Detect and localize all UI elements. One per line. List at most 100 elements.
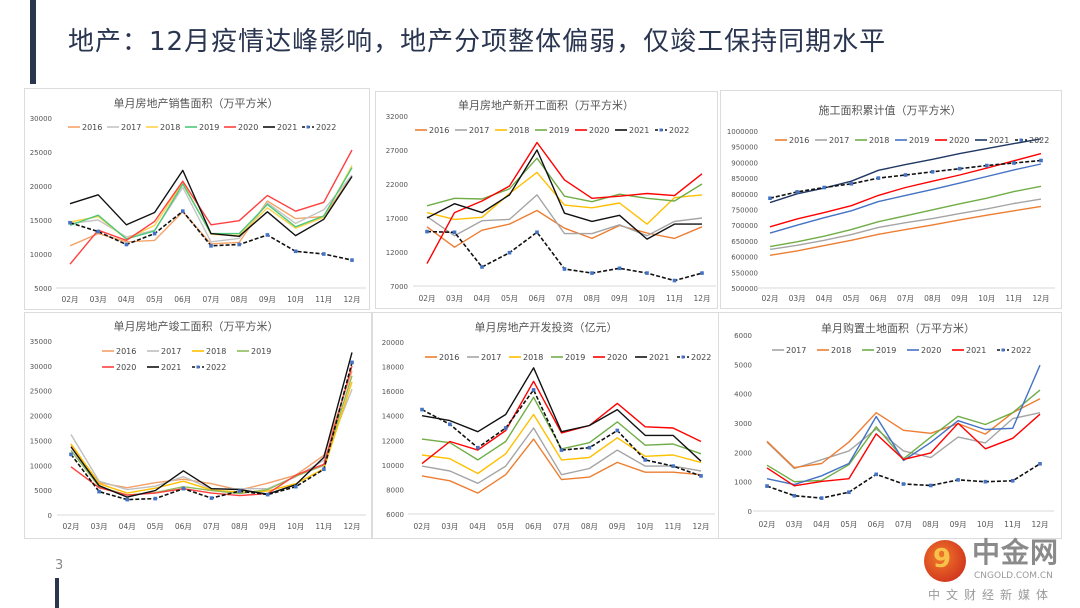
- x-tick-label: 10月: [637, 522, 654, 531]
- x-tick-label: 11月: [315, 295, 332, 304]
- x-tick-label: 07月: [895, 520, 912, 529]
- x-tick-label: 08月: [231, 522, 248, 531]
- legend-label-2020: 2020: [949, 136, 969, 145]
- y-tick-label: 1000000: [727, 128, 758, 136]
- legend-marker-2022: [306, 125, 310, 129]
- series-line-2021: [421, 367, 702, 462]
- series-line-2016: [69, 175, 353, 247]
- x-tick-label: 04月: [813, 520, 830, 529]
- data-point-2022: [209, 496, 214, 500]
- data-point-2022: [265, 492, 270, 497]
- x-tick-label: 08月: [583, 294, 600, 303]
- x-tick-label: 08月: [581, 522, 598, 531]
- data-point-2022: [822, 185, 826, 190]
- data-point-2022: [153, 496, 158, 501]
- legend-label-2020: 2020: [607, 353, 627, 362]
- series-line-2017: [766, 412, 1041, 470]
- x-tick-label: 04月: [469, 522, 486, 531]
- data-point-2022: [768, 196, 772, 200]
- legend-label-2018: 2018: [509, 126, 529, 135]
- legend-label-2018: 2018: [869, 136, 889, 145]
- y-tick-label: 600000: [731, 254, 758, 262]
- data-point-2022: [531, 388, 536, 392]
- series-line-2017: [69, 174, 353, 243]
- page-number: 3: [55, 558, 64, 573]
- series-line-2020: [426, 141, 703, 264]
- x-tick-label: 10月: [638, 294, 655, 303]
- y-tick-label: 15000: [30, 217, 52, 225]
- legend-label-2018: 2018: [160, 123, 180, 132]
- data-point-2022: [452, 230, 457, 235]
- data-point-2022: [929, 483, 933, 488]
- x-tick-label: 12月: [1032, 294, 1049, 303]
- y-tick-label: 4000: [734, 391, 752, 399]
- x-tick-label: 11月: [666, 294, 683, 303]
- data-point-2022: [645, 271, 649, 275]
- chart-title: 单月房地产开发投资（亿元）: [475, 320, 618, 334]
- x-tick-label: 12月: [692, 522, 709, 531]
- x-tick-label: 02月: [418, 294, 435, 303]
- x-tick-label: 10月: [287, 295, 304, 304]
- x-tick-label: 05月: [146, 295, 163, 304]
- chart-panel-under-construction: [720, 90, 1062, 309]
- cngold-logo: 9 中金网 CNGOLD.COM.CN 中文财经新媒体: [920, 538, 1080, 608]
- x-tick-label: 07月: [202, 295, 219, 304]
- chart-4: 单月房地产竣工面积（万平方米） 0 5000 10000 15000 20000 25000…: [30, 319, 366, 531]
- data-point-2022: [97, 489, 101, 494]
- x-tick-label: 09月: [259, 295, 276, 304]
- x-tick-label: 03月: [441, 522, 458, 531]
- y-tick-label: 27000: [386, 147, 408, 155]
- series-line-2021: [69, 169, 353, 238]
- data-point-2022: [1039, 158, 1043, 163]
- data-point-2022: [152, 231, 157, 236]
- chart-2: 单月房地产新开工面积（万平方米） 7000 12000 17000 22000 27000…: [386, 98, 716, 303]
- series-line-2019: [766, 389, 1041, 483]
- chart-title: 施工面积累计值（万平方米）: [819, 103, 962, 117]
- y-tick-label: 20000: [382, 339, 404, 347]
- y-tick-label: 500000: [731, 285, 758, 293]
- series-line-2020: [421, 380, 702, 465]
- y-tick-label: 6000: [386, 511, 404, 519]
- legend-label-2022: 2022: [206, 363, 226, 372]
- data-point-2022: [480, 265, 484, 269]
- data-point-2022: [765, 484, 769, 488]
- chart-5: 单月房地产开发投资（亿元） 6000 8000 10000 12000 14000 1600…: [382, 320, 715, 531]
- data-point-2022: [293, 249, 298, 254]
- data-point-2022: [265, 233, 270, 237]
- series-line-2017: [421, 427, 702, 484]
- x-tick-label: 05月: [501, 294, 518, 303]
- y-tick-label: 20000: [30, 413, 52, 421]
- data-point-2022: [876, 176, 881, 180]
- data-point-2022: [901, 482, 906, 486]
- data-point-2022: [1012, 161, 1016, 165]
- x-tick-label: 05月: [840, 520, 857, 529]
- legend-label-2019: 2019: [876, 346, 896, 355]
- x-tick-label: 05月: [497, 522, 514, 531]
- slide-title: 地产：12月疫情达峰影响，地产分项整体偏弱，仅竣工保持同期水平: [68, 27, 887, 57]
- data-point-2022: [956, 478, 960, 482]
- y-tick-label: 18000: [382, 364, 404, 372]
- data-point-2022: [69, 452, 73, 457]
- data-point-2022: [237, 242, 241, 247]
- legend-label-2016: 2016: [789, 136, 809, 145]
- data-point-2022: [96, 229, 100, 234]
- data-point-2022: [425, 229, 429, 234]
- x-tick-label: 06月: [868, 520, 885, 529]
- data-point-2022: [209, 244, 213, 248]
- data-point-2022: [322, 252, 326, 256]
- y-tick-label: 30000: [30, 363, 52, 371]
- x-tick-label: 09月: [951, 294, 968, 303]
- legend-label-2019: 2019: [565, 353, 585, 362]
- data-point-2022: [930, 170, 935, 174]
- data-point-2022: [420, 407, 424, 412]
- data-point-2022: [983, 479, 988, 484]
- y-tick-label: 16000: [382, 388, 404, 396]
- logo-subtitle: 中文财经新媒体: [928, 588, 1055, 602]
- series-line-2016: [70, 370, 353, 491]
- data-point-2022: [903, 173, 908, 177]
- x-tick-label: 09月: [259, 522, 276, 531]
- data-point-2022: [672, 278, 677, 283]
- x-tick-label: 07月: [556, 294, 573, 303]
- legend-label-2018: 2018: [831, 346, 851, 355]
- data-point-2022: [957, 166, 962, 171]
